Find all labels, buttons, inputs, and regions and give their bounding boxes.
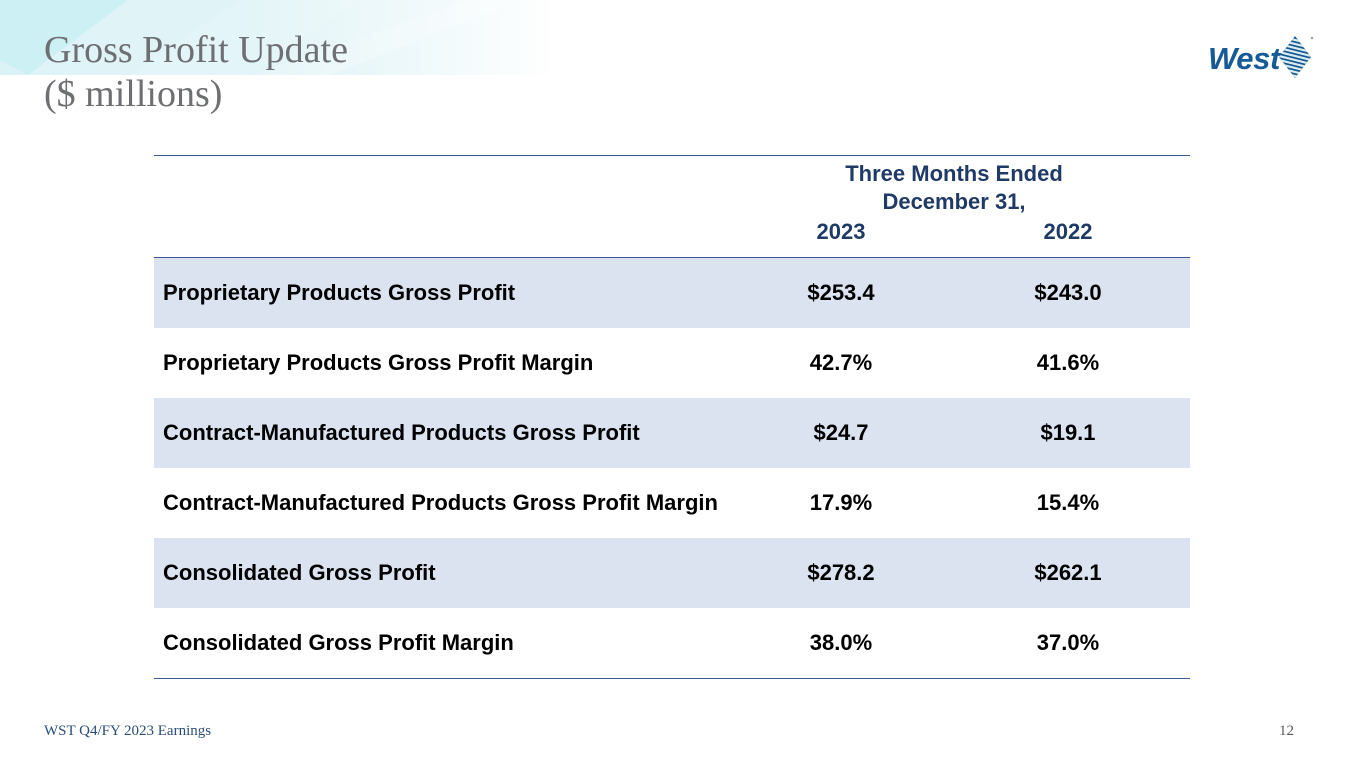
svg-text:West: West	[1208, 41, 1282, 76]
